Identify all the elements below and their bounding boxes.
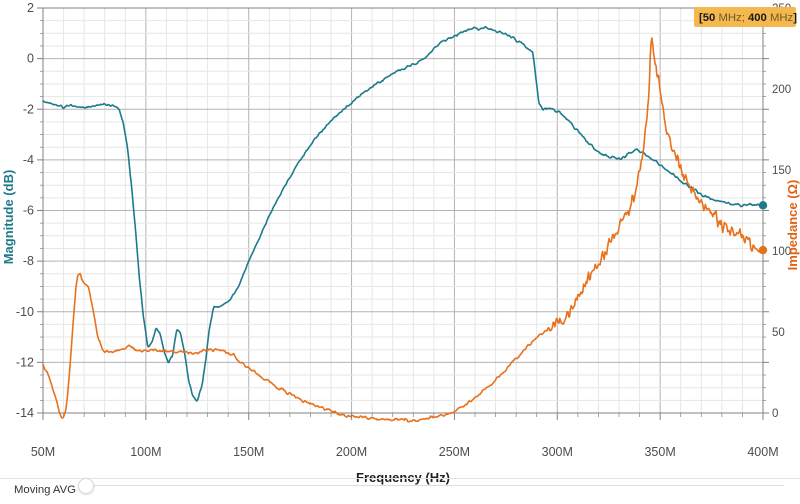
svg-text:300M: 300M xyxy=(542,445,573,459)
svg-text:-14: -14 xyxy=(16,406,34,420)
svg-text:-10: -10 xyxy=(16,305,34,319)
svg-text:2: 2 xyxy=(27,1,34,15)
svg-text:400M: 400M xyxy=(747,445,778,459)
svg-text:50: 50 xyxy=(772,327,785,339)
svg-text:0: 0 xyxy=(772,408,778,420)
svg-text:-8: -8 xyxy=(23,254,34,268)
svg-text:250M: 250M xyxy=(439,445,470,459)
svg-text:Magnitude (dB): Magnitude (dB) xyxy=(1,170,16,265)
svg-text:100M: 100M xyxy=(130,445,161,459)
svg-text:-12: -12 xyxy=(16,355,34,369)
svg-text:-6: -6 xyxy=(23,204,34,218)
svg-text:150M: 150M xyxy=(233,445,264,459)
svg-text:Impedance (Ω): Impedance (Ω) xyxy=(785,180,800,271)
svg-text:50M: 50M xyxy=(31,445,55,459)
svg-text:350M: 350M xyxy=(644,445,675,459)
svg-text:150: 150 xyxy=(772,165,791,177)
svg-text:0: 0 xyxy=(27,52,34,66)
svg-text:-2: -2 xyxy=(23,102,34,116)
svg-text:200M: 200M xyxy=(336,445,367,459)
svg-text:-4: -4 xyxy=(23,153,34,167)
svg-text:[50 MHz; 400 MHz]: [50 MHz; 400 MHz] xyxy=(699,12,797,24)
svg-text:200: 200 xyxy=(772,84,791,96)
